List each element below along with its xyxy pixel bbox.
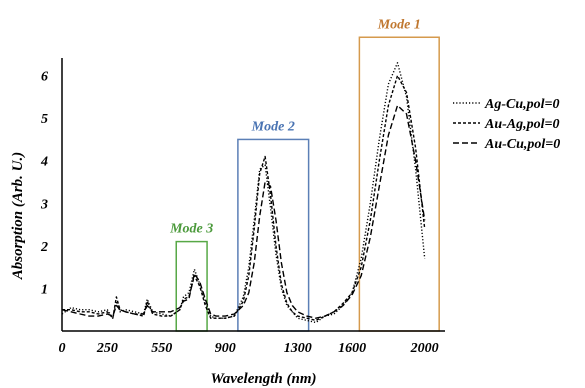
x-tick-label: 0 xyxy=(59,341,66,356)
mode-region-label: Mode 3 xyxy=(169,222,213,237)
y-tick-label: 1 xyxy=(41,282,48,297)
mode-region-label: Mode 2 xyxy=(251,119,295,134)
y-tick-label: 2 xyxy=(40,240,48,255)
series-lines xyxy=(61,62,426,324)
legend: Ag-Cu,pol=0 Au-Ag,pol=0 Au-Cu,pol=0 xyxy=(453,97,560,152)
x-tick-labels: 0 250 550 900 1300 1600 2000 xyxy=(59,341,439,356)
x-axis-title: Wavelength (nm) xyxy=(211,371,317,387)
mode-region-box xyxy=(358,36,440,332)
y-tick-labels: 1 2 3 4 5 6 xyxy=(40,70,48,298)
mode-regions: Mode 1 Mode 2 Mode 3 xyxy=(169,17,440,332)
legend-label: Au-Cu,pol=0 xyxy=(484,137,560,152)
x-tick-label: 900 xyxy=(215,341,236,356)
mode-region-label: Mode 1 xyxy=(377,17,421,32)
legend-label: Ag-Cu,pol=0 xyxy=(484,97,560,112)
series-line xyxy=(61,62,426,324)
x-tick-label: 2000 xyxy=(410,341,439,356)
legend-label: Au-Ag,pol=0 xyxy=(484,117,560,132)
y-tick-label: 4 xyxy=(40,155,48,170)
series-line xyxy=(61,104,426,319)
y-axis-title: Absorption (Arb. U.) xyxy=(10,152,26,281)
x-tick-label: 250 xyxy=(96,341,118,356)
x-tick-label: 550 xyxy=(151,341,172,356)
y-tick-label: 5 xyxy=(41,112,48,127)
y-tick-label: 6 xyxy=(41,70,48,85)
axes xyxy=(61,58,445,332)
y-tick-label: 3 xyxy=(40,197,48,212)
x-tick-label: 1600 xyxy=(338,341,366,356)
x-tick-label: 1300 xyxy=(284,341,312,356)
series-line xyxy=(62,74,426,322)
